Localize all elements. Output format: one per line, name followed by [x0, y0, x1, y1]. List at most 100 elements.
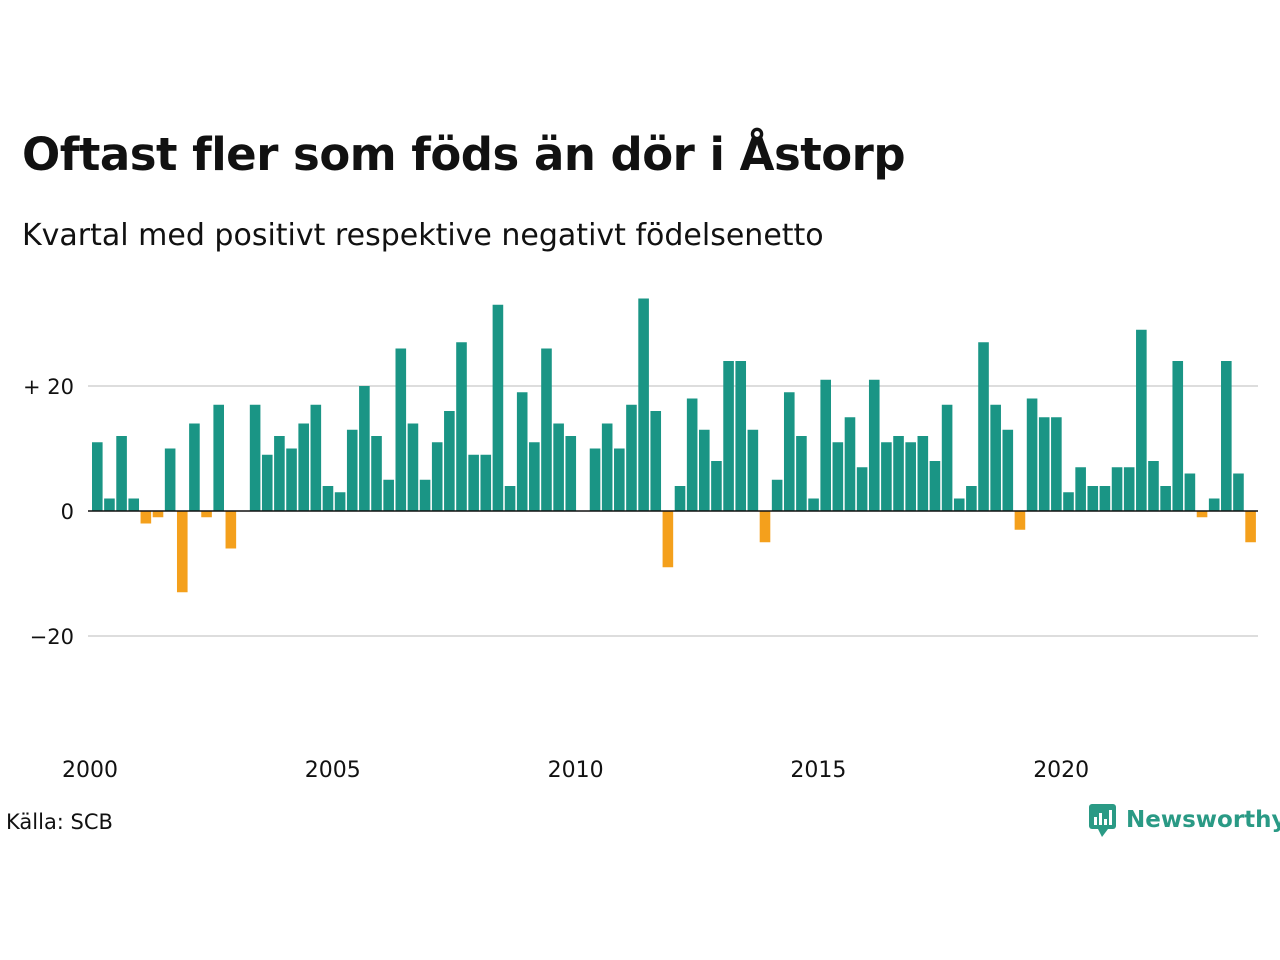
bar	[893, 436, 904, 511]
x-tick-label: 2010	[548, 758, 604, 783]
bar	[1063, 492, 1074, 511]
bar	[371, 436, 382, 511]
bar	[492, 304, 504, 511]
bar	[1087, 486, 1099, 511]
bar	[1148, 461, 1159, 511]
bars	[92, 298, 1256, 593]
x-tick-label: 2005	[305, 758, 361, 783]
bar	[1136, 329, 1147, 511]
bar	[1038, 417, 1050, 511]
bar	[723, 361, 734, 511]
bar	[650, 411, 662, 511]
bar	[1245, 511, 1256, 543]
bar	[1026, 398, 1038, 511]
bar	[152, 511, 164, 518]
bar	[249, 404, 261, 511]
bar	[638, 298, 649, 511]
bar	[1184, 473, 1196, 511]
bar	[771, 479, 783, 511]
bar	[844, 417, 856, 511]
bar	[444, 411, 455, 511]
bar	[808, 498, 819, 511]
bar	[601, 423, 613, 511]
bar	[104, 498, 115, 511]
bar	[832, 442, 844, 511]
bar	[759, 511, 771, 543]
bar	[881, 442, 892, 511]
bar	[176, 511, 188, 593]
bar	[1221, 361, 1232, 511]
bar-chart: + 20 0 −20 2000 2005 2010 2015 2020	[23, 298, 1258, 783]
bar	[662, 511, 674, 568]
x-tick-label: 2000	[62, 758, 118, 783]
bar	[541, 348, 552, 511]
bar	[346, 429, 358, 511]
bar	[929, 461, 941, 511]
bar	[1196, 511, 1208, 518]
source-label: Källa: SCB	[6, 810, 113, 834]
x-tick-label: 2020	[1033, 758, 1089, 783]
bar	[783, 392, 795, 511]
bar	[953, 498, 965, 511]
bar	[699, 429, 710, 511]
bar	[140, 511, 152, 524]
bar	[941, 404, 953, 511]
y-tick-label: + 20	[23, 375, 74, 399]
chart-subtitle: Kvartal med positivt respektive negativt…	[22, 218, 824, 253]
bar	[1233, 473, 1244, 511]
bar	[286, 448, 297, 511]
bar	[589, 448, 601, 511]
x-axis-labels: 2000 2005 2010 2015 2020	[62, 758, 1089, 783]
bar	[1051, 417, 1062, 511]
bar	[189, 423, 200, 511]
bar	[1208, 498, 1220, 511]
bar	[201, 511, 212, 518]
bar	[565, 436, 577, 511]
bar	[796, 436, 807, 511]
brand-name: Newsworthy	[1126, 807, 1280, 833]
bar	[820, 379, 831, 511]
bar	[1160, 486, 1171, 511]
bar	[128, 498, 140, 511]
bar	[92, 442, 103, 511]
bar	[990, 404, 1001, 511]
bar	[419, 479, 431, 511]
bar	[274, 436, 285, 511]
bar	[516, 392, 528, 511]
newsworthy-icon	[1089, 804, 1116, 837]
bar	[553, 423, 564, 511]
bar	[978, 342, 989, 511]
bar	[298, 423, 309, 511]
bar	[868, 379, 880, 511]
bar	[1075, 467, 1086, 511]
y-tick-label: −20	[30, 625, 74, 649]
bar	[395, 348, 407, 511]
bar	[529, 442, 540, 511]
bar	[626, 404, 637, 511]
bar	[322, 486, 334, 511]
bar	[310, 404, 322, 511]
bar	[856, 467, 868, 511]
bar	[674, 486, 686, 511]
bar	[1099, 486, 1111, 511]
bar	[1172, 361, 1184, 511]
newsworthy-logo[interactable]: Newsworthy	[1088, 802, 1280, 838]
bar	[1111, 467, 1123, 511]
bar	[917, 436, 929, 511]
bar	[686, 398, 698, 511]
bar	[711, 461, 722, 511]
bar	[261, 454, 273, 511]
bar	[735, 361, 747, 511]
bar	[359, 386, 370, 511]
bar	[468, 454, 479, 511]
bar	[225, 511, 237, 549]
y-axis-labels: + 20 0 −20	[23, 375, 74, 649]
bar	[1002, 429, 1014, 511]
bar	[747, 429, 759, 511]
bar	[1014, 511, 1026, 530]
bar	[480, 454, 492, 511]
bar	[614, 448, 625, 511]
bar	[213, 404, 224, 511]
bar	[905, 442, 916, 511]
bar	[334, 492, 346, 511]
